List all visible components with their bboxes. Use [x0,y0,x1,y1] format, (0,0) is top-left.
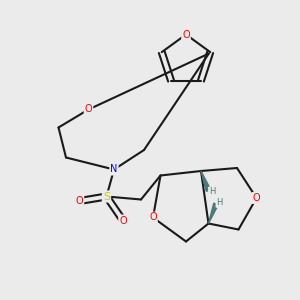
Text: O: O [149,212,157,223]
Text: O: O [253,193,260,203]
Text: O: O [85,104,92,115]
Text: H: H [209,188,215,196]
Polygon shape [208,203,218,224]
Text: S: S [103,191,110,202]
Polygon shape [201,171,211,191]
Text: O: O [76,196,83,206]
Text: H: H [216,198,223,207]
Text: N: N [110,164,118,175]
Text: O: O [182,29,190,40]
Text: O: O [119,215,127,226]
